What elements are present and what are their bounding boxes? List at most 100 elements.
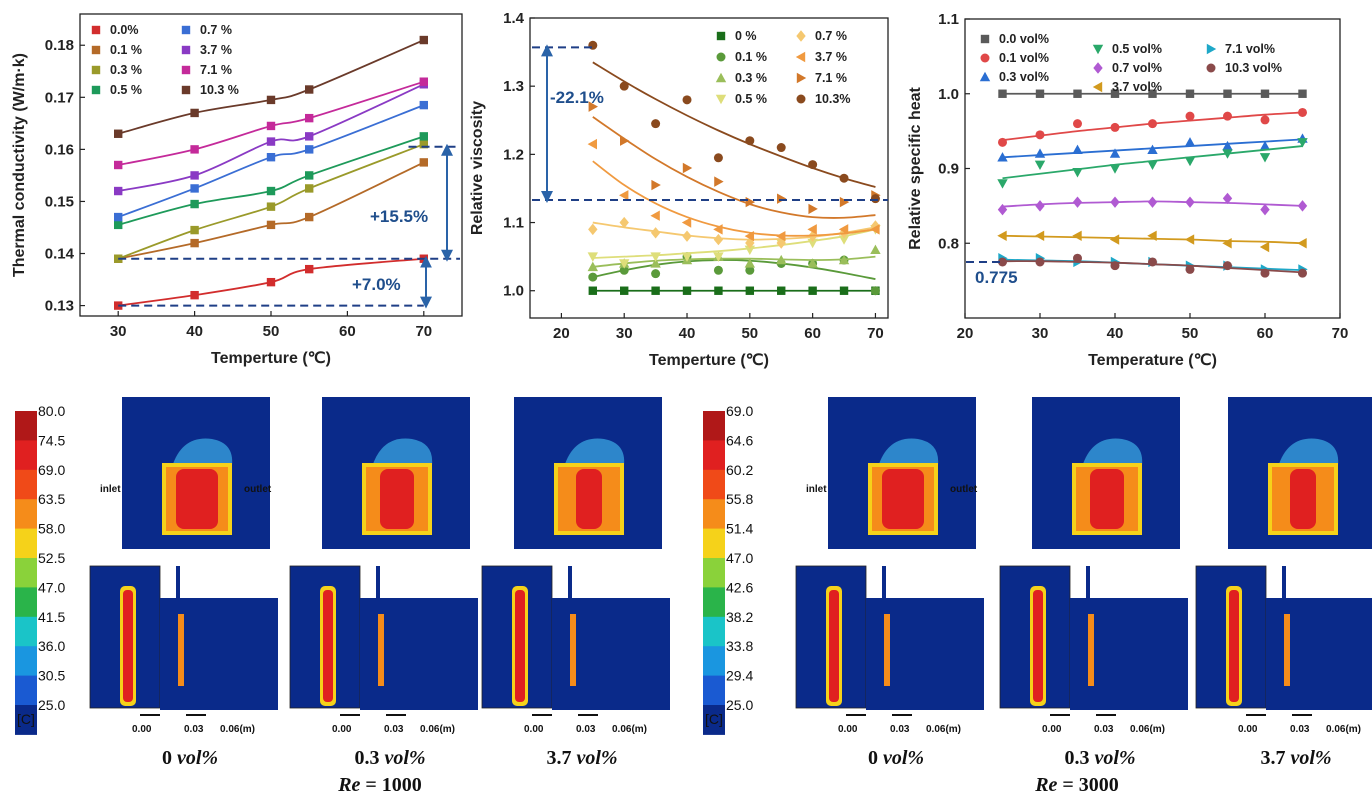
side-view-zone xyxy=(1088,614,1094,686)
data-point xyxy=(650,252,661,262)
inlet-label: inlet xyxy=(806,484,827,495)
data-point xyxy=(1298,268,1307,278)
legend-label: 0 % xyxy=(735,29,757,43)
data-point xyxy=(587,261,599,272)
data-point xyxy=(870,194,880,204)
colorbar-label: 52.5 xyxy=(38,550,65,566)
heat-zone-core xyxy=(1090,469,1124,529)
scale-label: 0.06(m) xyxy=(220,724,255,735)
colorbar-label: 38.2 xyxy=(726,609,753,625)
scale-label: 0.00 xyxy=(838,724,858,735)
series-0-: 0 % xyxy=(588,29,880,295)
data-point xyxy=(1147,144,1158,155)
panel-caption: 0 vol% xyxy=(162,747,218,769)
y-tick-label: 1.4 xyxy=(503,10,525,27)
x-axis-label: Temperature (℃) xyxy=(1088,352,1217,369)
re-caption: Re = 1000 xyxy=(337,774,422,796)
data-point xyxy=(808,286,817,295)
data-point xyxy=(419,132,428,141)
data-point xyxy=(1223,111,1232,121)
colorbar-band xyxy=(703,440,725,471)
data-point xyxy=(419,158,428,167)
legend-marker xyxy=(1093,62,1103,74)
data-point xyxy=(997,152,1008,162)
data-point xyxy=(870,286,880,296)
data-point xyxy=(1260,268,1270,278)
x-tick-label: 60 xyxy=(1257,325,1274,342)
data-point xyxy=(713,265,723,275)
legend-label: 0.5 vol% xyxy=(1112,42,1162,56)
colorbar-label: 30.5 xyxy=(38,668,65,684)
colorbar-label: 25.0 xyxy=(726,697,753,713)
colorbar-band xyxy=(15,440,37,471)
colorbar-label: 55.8 xyxy=(726,491,753,507)
data-point xyxy=(1072,168,1083,178)
chart-relative-viscosity: 20 30 40 50 60 70 1.0 1.1 1.2 1.3 1.4 Temperture (℃… xyxy=(469,10,889,369)
scale-label: 0.00 xyxy=(132,724,152,735)
data-point xyxy=(651,269,661,279)
colorbar-band xyxy=(703,675,725,706)
y-axis-label: Relative viscosity xyxy=(469,101,486,235)
series-0-0-: 0.0% xyxy=(91,23,428,310)
legend-marker xyxy=(91,85,101,95)
scale-label: 0.03 xyxy=(1094,724,1114,735)
series-0-1-: 0.1 % xyxy=(91,43,428,263)
annotation-22-1: -22.1% xyxy=(550,88,604,107)
data-point xyxy=(190,145,199,154)
data-point xyxy=(190,171,199,180)
data-point xyxy=(745,286,755,295)
side-view xyxy=(866,598,984,710)
series-10-3-: 10.3% xyxy=(588,40,880,204)
data-point xyxy=(745,136,755,146)
colorbar-band xyxy=(15,587,37,618)
data-point xyxy=(419,100,428,110)
heat-zone-core xyxy=(176,469,218,529)
side-view-zone xyxy=(884,614,890,686)
colorbar-label: 64.6 xyxy=(726,432,753,448)
data-point xyxy=(1148,119,1157,129)
legend-marker xyxy=(979,71,991,82)
data-point xyxy=(620,135,630,146)
data-point xyxy=(419,77,428,86)
data-point xyxy=(1297,138,1308,148)
plot-frame xyxy=(79,13,463,317)
legend-label: 0.7 vol% xyxy=(1112,61,1162,75)
data-point xyxy=(1260,203,1270,216)
series-3-7-vol-: 3.7 vol% xyxy=(997,80,1307,253)
colorbar-band xyxy=(15,499,37,530)
caption-num: 3.7 xyxy=(546,747,576,769)
x-tick-label: 50 xyxy=(741,325,758,342)
legend-label: 0.1 % xyxy=(110,43,142,57)
caption-unit: vol% xyxy=(177,747,218,769)
colorbar-label: 74.5 xyxy=(38,432,65,448)
x-tick-label: 30 xyxy=(110,323,127,340)
data-point xyxy=(713,153,723,163)
scale-label: 0.00 xyxy=(524,724,544,735)
heat-zone-core xyxy=(576,469,602,529)
data-point xyxy=(1147,196,1158,208)
side-zone-core xyxy=(123,590,133,702)
data-point xyxy=(1260,89,1270,98)
data-point xyxy=(619,259,630,269)
data-point xyxy=(588,272,598,282)
data-point xyxy=(305,85,314,94)
panel-caption: 3.7 vol% xyxy=(1260,747,1331,769)
data-point xyxy=(619,190,629,201)
legend-marker xyxy=(181,65,191,75)
series-0-1-vol-: 0.1 vol% xyxy=(980,51,1307,147)
caption-num: 0 xyxy=(868,747,883,769)
scale-label: 0.06(m) xyxy=(1326,724,1361,735)
legend-marker xyxy=(91,25,101,35)
data-point xyxy=(190,225,199,235)
data-point xyxy=(419,35,428,45)
data-point xyxy=(1148,89,1157,98)
data-point xyxy=(713,233,724,246)
colorbar-label: 25.0 xyxy=(38,697,65,713)
heat-zone-core xyxy=(882,469,924,529)
colorbar-band xyxy=(15,411,37,441)
data-point xyxy=(266,137,276,146)
y-tick-label: 1.3 xyxy=(503,78,524,95)
data-point xyxy=(651,286,660,295)
re-value: = 1000 xyxy=(365,774,421,796)
data-point xyxy=(1148,257,1157,267)
